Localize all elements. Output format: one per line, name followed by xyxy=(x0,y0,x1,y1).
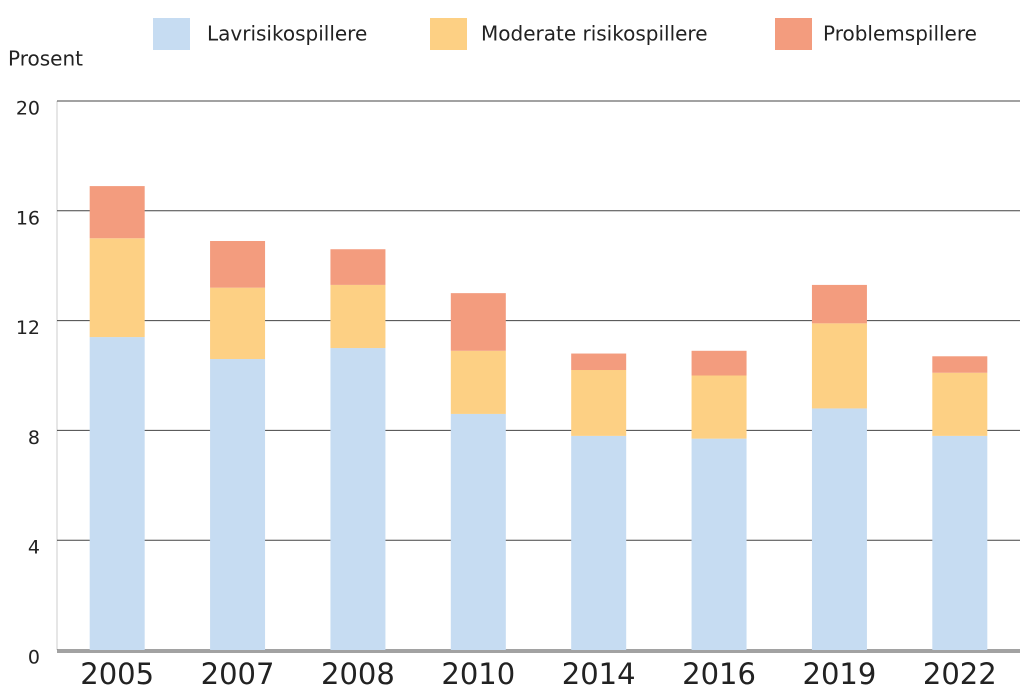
legend-label: Lavrisikospillere xyxy=(207,22,367,46)
bar-segment xyxy=(89,337,145,650)
bar-segment xyxy=(691,375,747,439)
bar-segment xyxy=(210,359,266,650)
legend-swatch xyxy=(430,18,467,50)
bar-segment xyxy=(89,238,145,338)
y-tick-label: 0 xyxy=(28,647,40,669)
y-axis-label: Prosent xyxy=(8,47,83,71)
y-tick-label: 8 xyxy=(28,427,40,449)
legend-swatch xyxy=(153,18,190,50)
bar-segment xyxy=(89,186,145,239)
bar-segment xyxy=(691,350,747,376)
x-tick-label: 2014 xyxy=(562,657,636,691)
bar-segment xyxy=(571,435,627,650)
x-tick-label: 2016 xyxy=(682,657,756,691)
x-tick-label: 2008 xyxy=(321,657,395,691)
legend-label: Problemspillere xyxy=(823,22,977,46)
bar-segment xyxy=(210,287,266,360)
bar-segment xyxy=(571,370,627,436)
x-tick-label: 2005 xyxy=(80,657,154,691)
bar-segment xyxy=(932,372,988,436)
y-tick-label: 12 xyxy=(16,317,40,339)
bar-segment xyxy=(450,350,506,414)
legend-label: Moderate risikospillere xyxy=(481,22,708,46)
x-tick-label: 2007 xyxy=(201,657,275,691)
bar-segment xyxy=(811,323,867,409)
bar-segment xyxy=(330,284,386,349)
bar-segment xyxy=(210,240,266,288)
bar-segment xyxy=(691,438,747,650)
bar-segment xyxy=(450,293,506,351)
x-tick-label: 2019 xyxy=(803,657,877,691)
x-tick-label: 2010 xyxy=(441,657,515,691)
bar-segment xyxy=(811,408,867,650)
bar-segment xyxy=(330,348,386,650)
y-tick-label: 4 xyxy=(28,537,40,559)
legend-swatch xyxy=(775,18,812,50)
bar-segment xyxy=(811,284,867,324)
y-tick-label: 20 xyxy=(16,98,40,120)
y-tick-label: 16 xyxy=(16,207,40,229)
x-tick-label: 2022 xyxy=(923,657,997,691)
bar-segment xyxy=(330,249,386,285)
bar-segment xyxy=(450,413,506,650)
bar-segment xyxy=(932,435,988,650)
bar-segment xyxy=(571,353,627,371)
bar-segment xyxy=(932,356,988,373)
